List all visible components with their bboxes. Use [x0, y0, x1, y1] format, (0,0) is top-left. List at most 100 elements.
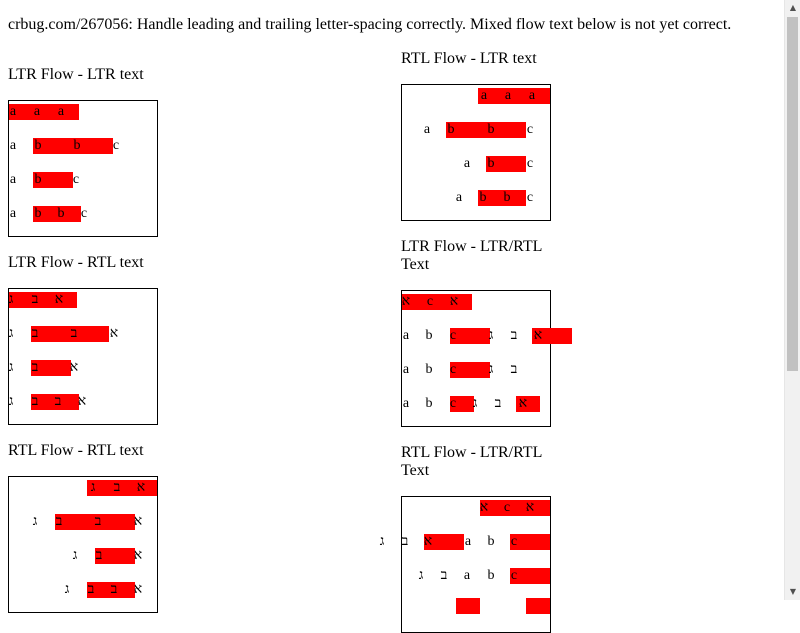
glyph: ב — [113, 480, 121, 495]
letter-spacing-highlight — [31, 326, 109, 342]
letter-spacing-highlight — [33, 172, 73, 188]
heading-ltr-flow-ltr-text: LTR Flow - LTR text — [8, 66, 144, 83]
glyph: a — [9, 104, 17, 119]
bug-title: crbug.com/267056: Handle leading and tra… — [8, 16, 732, 33]
glyph: ב — [95, 548, 103, 563]
letter-spacing-highlight — [9, 292, 77, 308]
glyph: א — [77, 394, 87, 409]
glyph: a — [9, 172, 17, 187]
glyph: c — [503, 500, 511, 515]
glyph: c — [449, 328, 457, 343]
glyph: ב — [55, 514, 63, 529]
glyph: a — [9, 138, 17, 153]
glyph: א — [533, 328, 543, 343]
glyph: ב — [401, 534, 409, 549]
letter-spacing-highlight — [55, 514, 135, 530]
glyph: b — [425, 396, 433, 411]
glyph: ג — [488, 362, 494, 377]
glyph: b — [503, 190, 511, 205]
glyph: a — [480, 88, 488, 103]
glyph: b — [73, 138, 81, 153]
letter-spacing-highlight — [33, 138, 113, 154]
glyph: b — [479, 190, 487, 205]
heading-rtl-flow-mixed-text-line1: RTL Flow - LTR/RTL — [401, 444, 543, 461]
glyph: c — [510, 568, 518, 583]
letter-spacing-highlight — [526, 598, 550, 614]
letter-spacing-highlight — [446, 122, 526, 138]
letter-spacing-highlight — [87, 582, 135, 598]
letter-spacing-highlight — [456, 598, 480, 614]
glyph: c — [526, 190, 534, 205]
glyph: a — [504, 88, 512, 103]
letter-spacing-highlight — [510, 568, 550, 584]
glyph: a — [402, 362, 410, 377]
glyph: b — [487, 534, 495, 549]
letter-spacing-highlight — [516, 396, 540, 412]
glyph: א — [69, 360, 79, 375]
glyph: c — [510, 534, 518, 549]
glyph: ג — [8, 292, 14, 307]
letter-spacing-highlight — [31, 360, 71, 376]
glyph: ג — [8, 360, 14, 375]
glyph: א — [133, 514, 143, 529]
glyph: b — [34, 206, 42, 221]
glyph: c — [112, 138, 120, 153]
glyph: א — [109, 326, 119, 341]
glyph: ב — [510, 362, 518, 377]
glyph: ב — [54, 394, 62, 409]
glyph: b — [487, 568, 495, 583]
glyph: ב — [94, 514, 102, 529]
heading-rtl-flow-ltr-text: RTL Flow - LTR text — [401, 50, 537, 67]
glyph: ג — [8, 394, 14, 409]
glyph: b — [425, 328, 433, 343]
scrollbar-thumb[interactable] — [787, 17, 798, 371]
box-rtl-flow-rtl-text: ג ב א ג ב ב א ג ב א ג ב ב א — [8, 476, 158, 613]
glyph: c — [526, 122, 534, 137]
glyph: ב — [440, 568, 448, 583]
glyph: א — [423, 534, 433, 549]
glyph: א — [479, 500, 489, 515]
glyph: א — [54, 292, 64, 307]
letter-spacing-highlight — [33, 206, 81, 222]
scroll-down-icon[interactable]: ▼ — [789, 587, 797, 596]
glyph: c — [72, 172, 80, 187]
glyph: ג — [90, 480, 96, 495]
box-ltr-flow-mixed-text: א c א a b c ג ב א a b c ג ב a b c ג ב א — [401, 290, 572, 427]
letter-spacing-highlight — [450, 396, 474, 412]
glyph: ב — [110, 582, 118, 597]
glyph: a — [463, 568, 471, 583]
heading-rtl-flow-rtl-text: RTL Flow - RTL text — [8, 442, 144, 459]
glyph: b — [447, 122, 455, 137]
letter-spacing-highlight — [424, 534, 464, 550]
glyph: ב — [494, 396, 502, 411]
letter-spacing-highlight — [31, 394, 79, 410]
glyph: a — [402, 328, 410, 343]
letter-spacing-highlight — [478, 88, 550, 104]
letter-spacing-highlight — [95, 548, 135, 564]
glyph: ג — [488, 328, 494, 343]
heading-ltr-flow-mixed-text-line1: LTR Flow - LTR/RTL — [401, 238, 543, 255]
glyph: c — [449, 362, 457, 377]
vertical-scrollbar[interactable]: ▲ ▼ — [784, 0, 800, 600]
glyph: b — [34, 138, 42, 153]
glyph: c — [80, 206, 88, 221]
glyph: ג — [472, 396, 478, 411]
letter-spacing-highlight — [480, 500, 550, 516]
glyph: א — [449, 294, 459, 309]
glyph: ג — [379, 534, 385, 549]
letter-spacing-highlight — [87, 480, 157, 496]
glyph: b — [487, 122, 495, 137]
glyph: ב — [87, 582, 95, 597]
letter-spacing-highlight — [450, 362, 490, 378]
glyph: a — [57, 104, 65, 119]
letter-spacing-highlight — [532, 328, 572, 344]
glyph: א — [133, 548, 143, 563]
glyph: a — [455, 190, 463, 205]
scroll-up-icon[interactable]: ▲ — [789, 3, 797, 12]
glyph: ב — [31, 360, 39, 375]
glyph: א — [133, 582, 143, 597]
glyph: c — [526, 156, 534, 171]
glyph: ג — [64, 582, 70, 597]
heading-ltr-flow-mixed-text-line2: Text — [401, 256, 430, 273]
letter-spacing-highlight — [478, 190, 526, 206]
